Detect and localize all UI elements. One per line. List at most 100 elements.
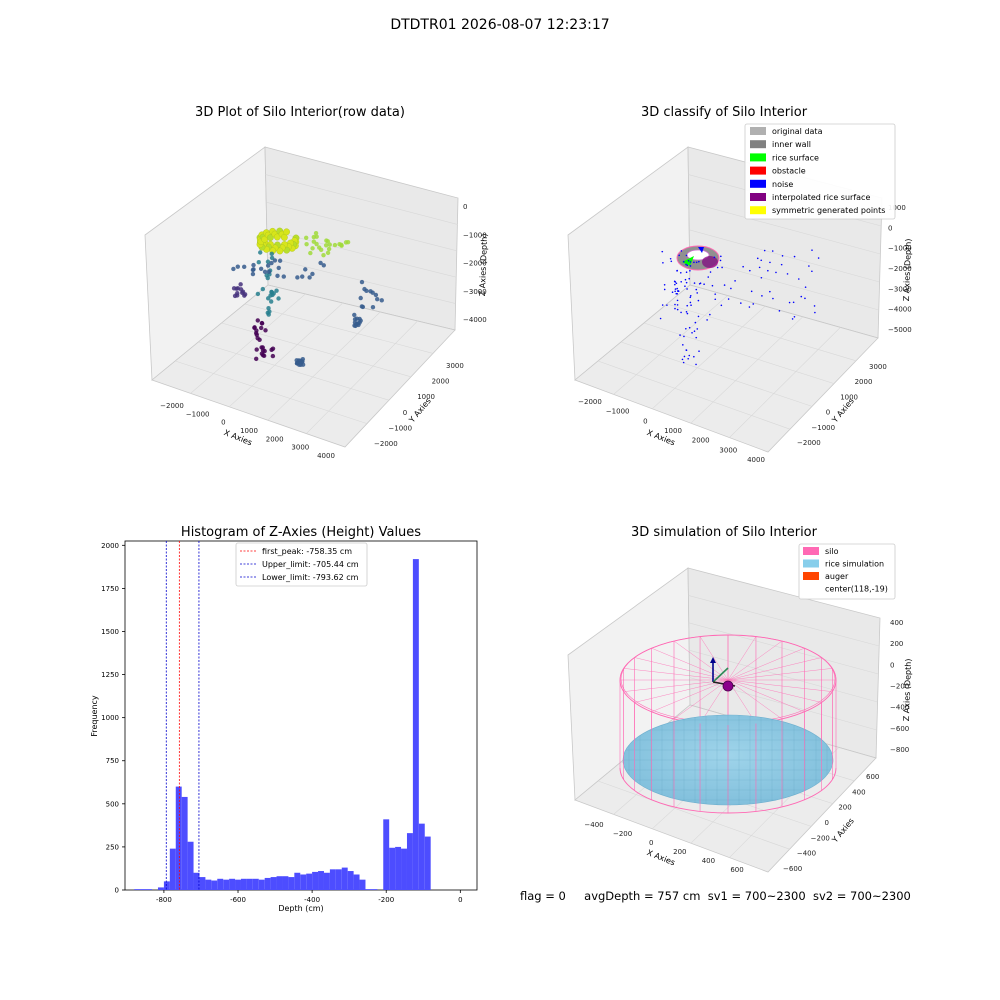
noise-point — [758, 266, 761, 269]
x-tick-label: 0 — [643, 417, 647, 425]
scatter-point — [373, 292, 379, 298]
noise-point — [792, 301, 795, 304]
scatter-point — [240, 290, 245, 296]
scatter-point — [360, 304, 366, 310]
noise-point — [756, 257, 759, 260]
x-tick-label: −400 — [584, 821, 603, 829]
scatter-point — [375, 296, 380, 302]
scatter-point — [321, 263, 326, 268]
silo-roof-spoke — [673, 679, 729, 720]
y-tick-label: 200 — [838, 804, 851, 812]
histogram-bar — [193, 872, 200, 890]
y-tick-label: −600 — [783, 865, 802, 873]
silo-roof-spoke — [651, 647, 729, 681]
noise-point — [661, 250, 664, 253]
legend-label: symmetric generated points — [772, 206, 885, 215]
scatter-point — [303, 267, 308, 272]
scatter-point — [256, 259, 261, 265]
noise-point — [676, 287, 679, 290]
noise-point — [675, 282, 678, 285]
noise-point — [682, 344, 684, 346]
y-tick-label: 750 — [106, 757, 119, 765]
scatter-point — [300, 274, 305, 279]
noise-point — [669, 257, 672, 260]
histogram-bar — [252, 878, 259, 890]
histogram-bar — [282, 876, 289, 890]
silo-wireframe-front — [619, 680, 837, 814]
grid-line — [689, 649, 878, 703]
panel1-title: 3D Plot of Silo Interior(row data) — [195, 105, 405, 120]
noise-point — [696, 292, 699, 294]
y-tick-label: 600 — [866, 773, 879, 781]
histogram-bar — [187, 841, 194, 890]
noise-point — [716, 266, 719, 269]
scatter-point — [266, 234, 274, 242]
grid-line — [267, 311, 381, 421]
grid-line — [690, 316, 804, 424]
grid-line — [689, 229, 880, 283]
noise-point — [684, 278, 687, 281]
scatter-point — [294, 361, 300, 366]
scatter-point — [254, 356, 259, 362]
histogram-bar — [181, 796, 188, 890]
histogram-bar — [389, 847, 396, 890]
scatter-point — [276, 247, 284, 255]
panel-simulation-3d: 3D simulation of Silo Interior −400 −200 0… — [567, 525, 913, 874]
scatter-point — [255, 335, 260, 341]
histogram-bar — [270, 877, 277, 890]
y-tick-label: −2000 — [374, 440, 398, 448]
y-tick-label: 1250 — [101, 671, 119, 679]
noise-point — [788, 301, 791, 304]
sv2-value: sv2 = 700~2300 — [812, 889, 911, 903]
silo-bottom-rim — [619, 767, 837, 814]
noise-point — [686, 264, 689, 267]
x-tick-label: 4000 — [317, 452, 335, 460]
noise-point — [691, 331, 693, 334]
noise-point — [689, 294, 692, 297]
histogram-bar — [329, 869, 336, 890]
noise-point — [711, 284, 714, 287]
histogram-bar — [306, 873, 313, 890]
histogram-legend: first_peak: -758.35 cm Upper_limit: -705.… — [235, 542, 368, 587]
noise-point — [674, 283, 676, 286]
legend-label: Upper_limit: -705.44 cm — [262, 560, 359, 569]
z-tick-label: −4000 — [463, 316, 487, 324]
histogram-bar — [175, 786, 182, 890]
noise-point — [687, 259, 690, 262]
silo-roof-spoke — [634, 679, 729, 703]
noise-point — [730, 287, 732, 290]
scatter-point — [321, 252, 326, 258]
noise-point — [681, 358, 684, 361]
x-tick-label: -200 — [378, 896, 394, 904]
y-tick-label: 0 — [403, 409, 407, 417]
noise-point — [703, 283, 705, 285]
noise-point — [797, 278, 800, 280]
noise-point — [676, 299, 679, 302]
scatter-point — [255, 291, 261, 297]
silo-roof-spoke — [727, 679, 805, 713]
histogram-bar — [140, 889, 147, 890]
scatter-point — [276, 296, 281, 301]
grid-line — [244, 303, 434, 354]
noise-point — [674, 307, 676, 310]
noise-point — [707, 276, 710, 278]
panel4-title: 3D simulation of Silo Interior — [631, 525, 818, 540]
scatter-point — [272, 258, 278, 263]
histogram-bar — [157, 887, 164, 890]
panel-classify-3d: 3D classify of Silo Interior −2000 −1000 0… — [567, 105, 913, 464]
histogram-bar — [264, 877, 271, 890]
noise-point — [679, 271, 682, 274]
x-tick-label: 3000 — [719, 446, 737, 454]
scatter-point — [242, 264, 247, 270]
scatter-point — [258, 266, 264, 272]
noise-point — [685, 327, 687, 330]
panel1-zlabel: Z Axies (Depth) — [478, 233, 489, 296]
scatter-point — [277, 258, 283, 263]
grid-line — [651, 305, 766, 410]
panel4-zlabel: Z Axies (Depth) — [902, 658, 913, 721]
scatter-point — [359, 279, 365, 285]
noise-point — [714, 298, 717, 301]
z-tick-label: 200 — [890, 640, 903, 648]
scatter-point — [265, 263, 271, 268]
histogram-bar — [424, 836, 431, 890]
